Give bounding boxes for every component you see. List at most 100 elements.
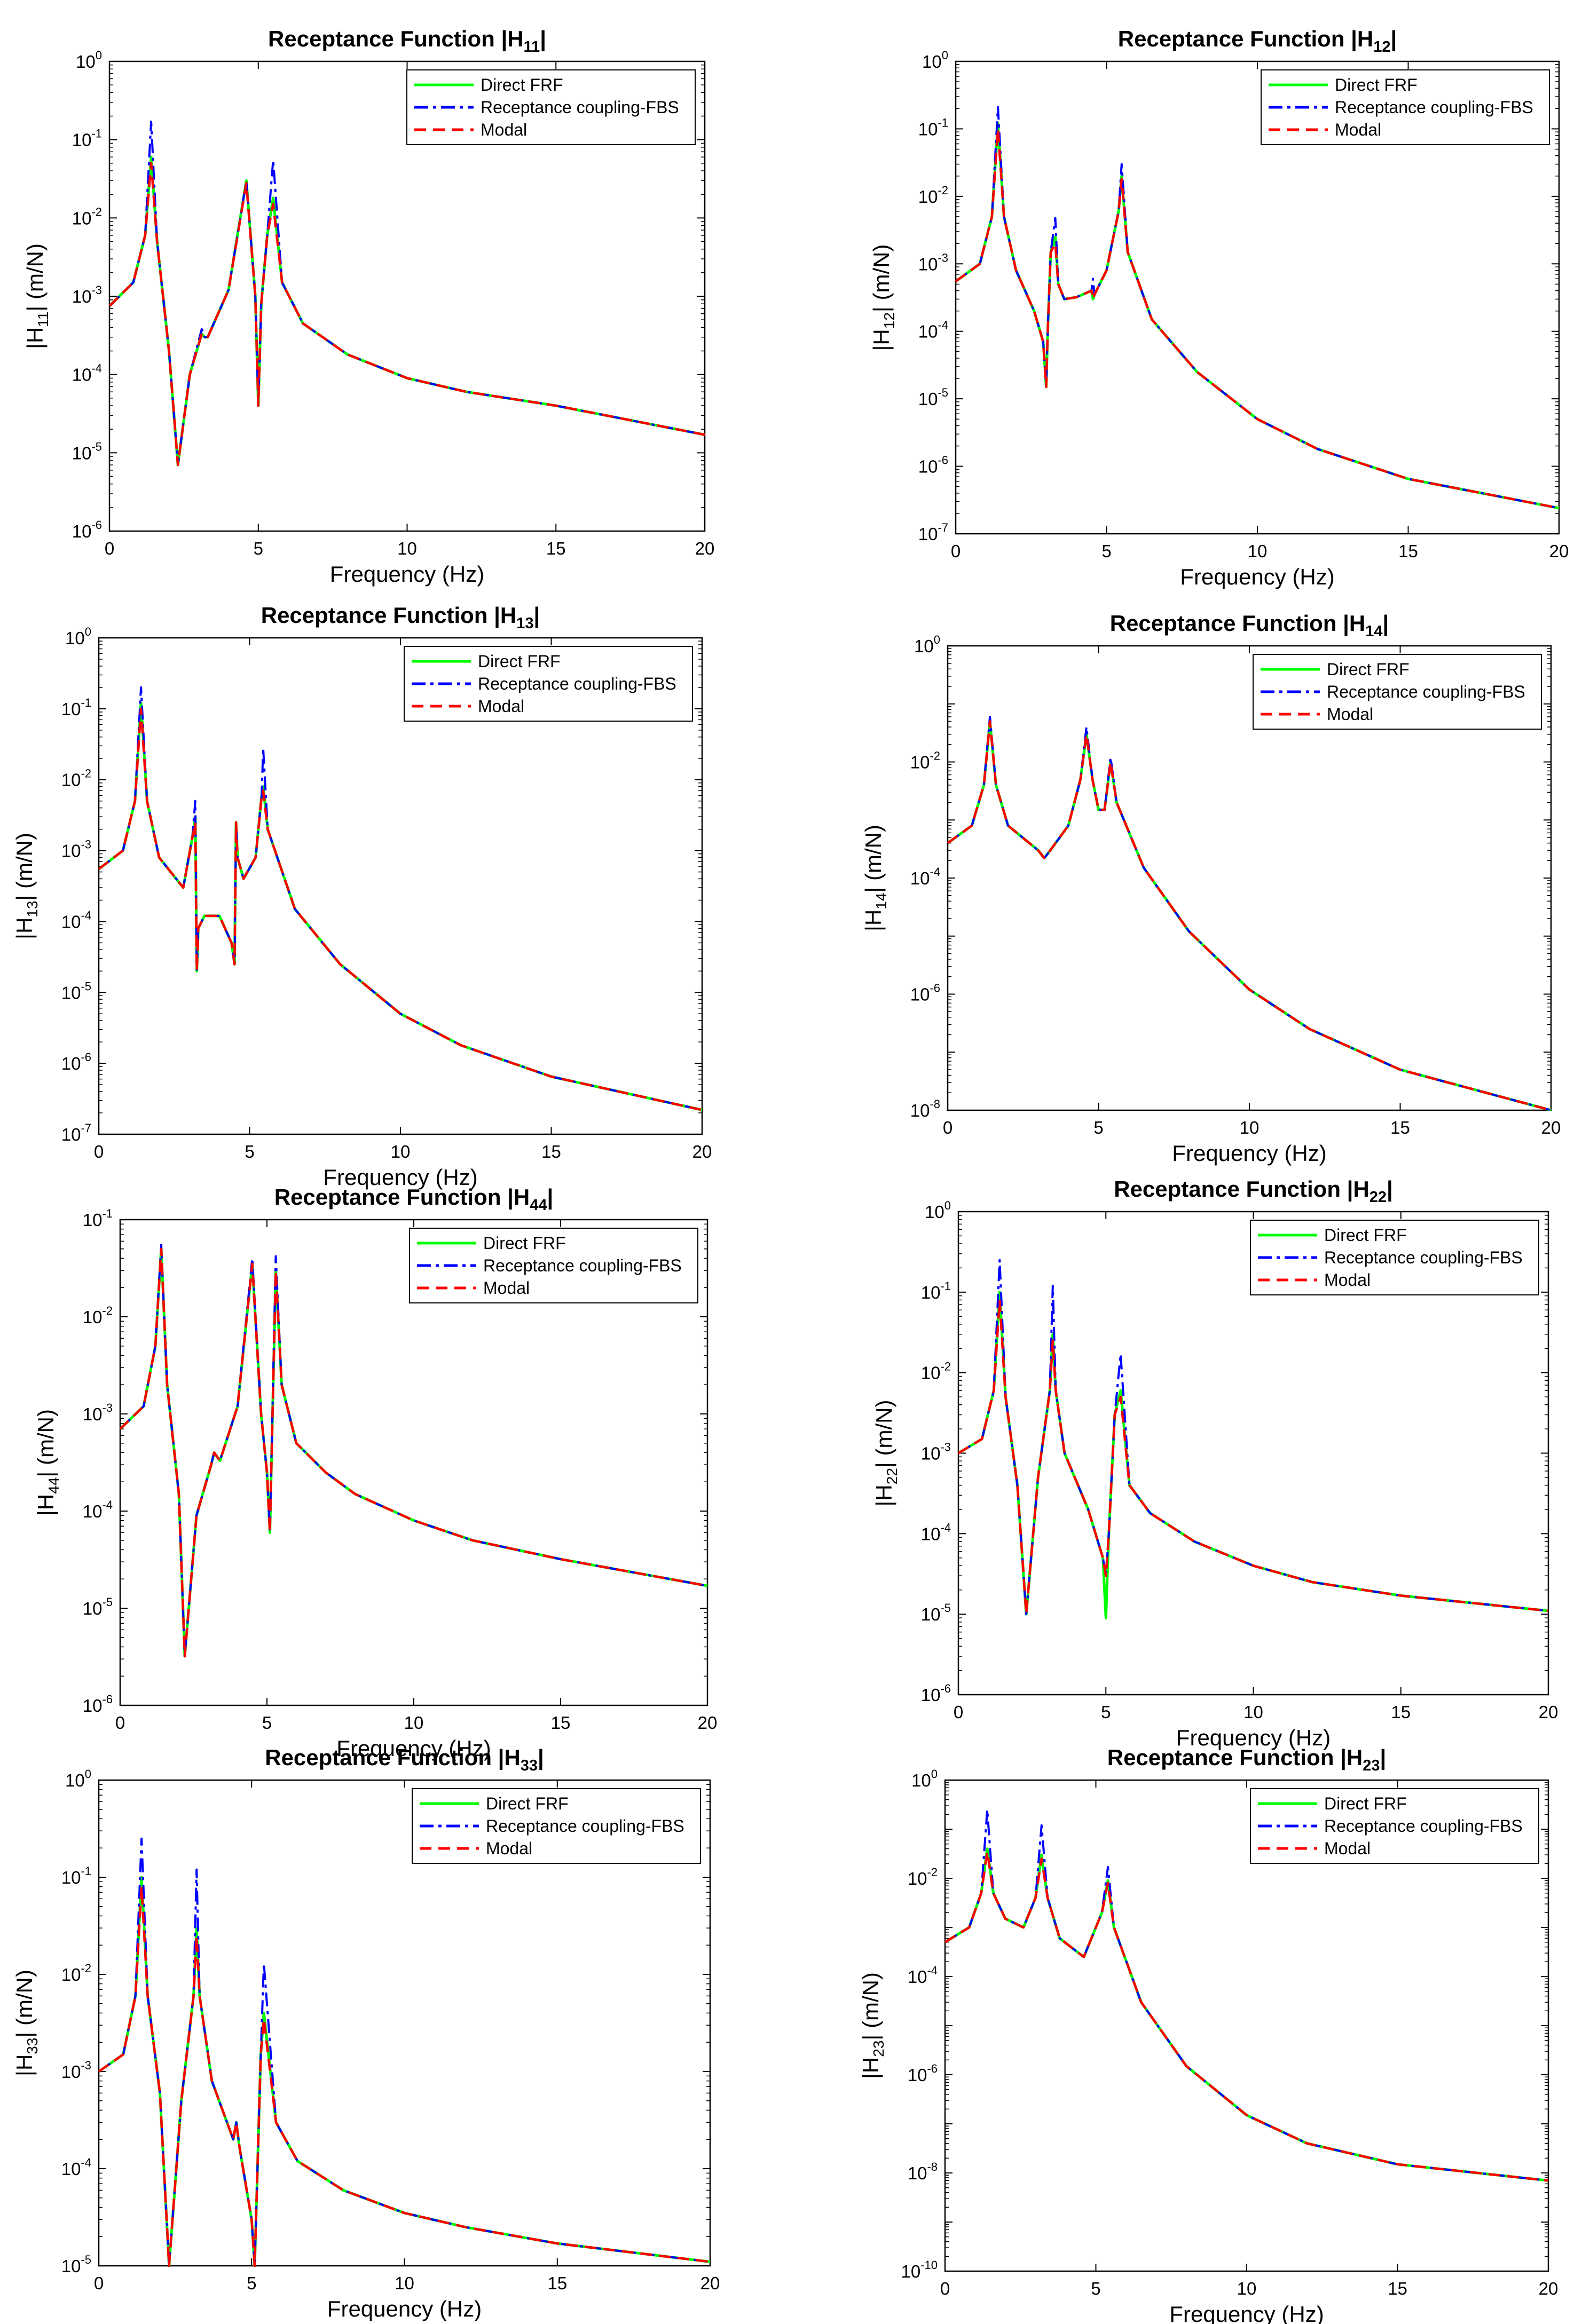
y-tick-label: 10-4 <box>918 319 948 342</box>
x-tick-label: 20 <box>700 2273 720 2293</box>
series-line-modal <box>944 1850 1549 2182</box>
legend-label: Direct FRF <box>1324 1226 1407 1245</box>
legend-label: Modal <box>1327 705 1373 724</box>
x-tick-label: 0 <box>94 1142 104 1161</box>
legend: Direct FRF Receptance coupling-FBS Modal <box>409 1228 698 1303</box>
x-tick-label: 10 <box>1237 2279 1257 2298</box>
chart-panel-3: 0 5 10 15 20 100 10-1 10-2 10-3 10-4 10-5 10-6 10-7 D… <box>12 603 712 1190</box>
y-tick-label: 10-2 <box>61 767 91 790</box>
x-axis-label: Frequency (Hz) <box>323 1165 477 1190</box>
y-tick-label: 10-6 <box>918 454 948 477</box>
x-tick-label: 15 <box>547 2273 567 2293</box>
chart-title: Receptance Function |H44| <box>274 1184 554 1214</box>
legend-label: Receptance coupling-FBS <box>481 98 679 117</box>
y-tick-label: 10-7 <box>918 521 948 544</box>
y-tick-label: 10-3 <box>918 251 948 274</box>
series-line-modal <box>98 707 703 1111</box>
y-tick-label: 10-1 <box>921 1279 951 1302</box>
y-tick-label: 10-6 <box>910 982 940 1005</box>
x-axis-label: Frequency (Hz) <box>336 1736 491 1761</box>
legend-label: Receptance coupling-FBS <box>1335 98 1533 117</box>
x-axis-label: Frequency (Hz) <box>330 562 484 587</box>
legend-label: Modal <box>1335 120 1381 139</box>
x-tick-label: 15 <box>1388 2279 1407 2298</box>
y-tick-label: 10-8 <box>908 2160 938 2183</box>
legend-box <box>1253 654 1542 730</box>
legend-label: Receptance coupling-FBS <box>1324 1248 1523 1267</box>
x-tick-label: 15 <box>546 539 566 558</box>
x-tick-label: 20 <box>1541 1118 1561 1137</box>
y-axis-label: |H44| (m/N) <box>33 1409 62 1516</box>
y-tick-label: 10-4 <box>72 362 102 385</box>
y-tick-label: 10-4 <box>921 1521 951 1544</box>
x-tick-label: 0 <box>115 1713 125 1733</box>
chart-panel-1: 0 5 10 15 20 100 10-1 10-2 10-3 10-4 10-5 10-6 Direc… <box>22 26 714 587</box>
legend-label: Receptance coupling-FBS <box>483 1256 682 1275</box>
x-tick-label: 0 <box>940 2279 950 2298</box>
legend: Direct FRF Receptance coupling-FBS Modal <box>1253 654 1542 730</box>
y-tick-label: 10-2 <box>61 1962 91 1985</box>
legend: Direct FRF Receptance coupling-FBS Modal <box>1250 1788 1539 1864</box>
x-tick-label: 20 <box>1539 2279 1558 2298</box>
y-tick-label: 10-2 <box>83 1304 113 1327</box>
y-tick-label: 10-1 <box>83 1207 113 1230</box>
x-tick-label: 5 <box>1091 2279 1100 2298</box>
y-tick-label: 10-1 <box>918 116 948 139</box>
y-axis-label: |H12| (m/N) <box>869 244 898 351</box>
chart-title: Receptance Function |H22| <box>1114 1176 1393 1206</box>
series-line-modal <box>947 720 1552 1112</box>
legend-label: Receptance coupling-FBS <box>1324 1816 1523 1836</box>
x-tick-label: 5 <box>245 1142 254 1161</box>
legend-label: Direct FRF <box>481 75 563 94</box>
series-line-receptance-coupling-fbs <box>957 1259 1549 1616</box>
legend-label: Modal <box>481 120 527 139</box>
y-tick-label: 10-2 <box>921 1360 951 1383</box>
x-tick-label: 0 <box>954 1702 963 1722</box>
y-tick-label: 10-2 <box>72 205 102 228</box>
x-tick-label: 15 <box>1390 1118 1410 1137</box>
x-axis-label: Frequency (Hz) <box>1172 1141 1326 1166</box>
x-tick-label: 0 <box>951 541 961 561</box>
y-tick-label: 10-6 <box>921 1682 951 1705</box>
series-line-receptance-coupling-fbs <box>944 1808 1549 2182</box>
y-tick-label: 10-5 <box>918 386 948 409</box>
legend-label: Receptance coupling-FBS <box>486 1816 684 1836</box>
chart-title: Receptance Function |H12| <box>1118 26 1397 56</box>
x-tick-label: 20 <box>698 1713 718 1733</box>
y-axis-label: |H11| (m/N) <box>22 243 51 349</box>
x-tick-label: 5 <box>1101 1702 1111 1722</box>
legend: Direct FRF Receptance coupling-FBS Modal <box>404 646 693 722</box>
legend: Direct FRF Receptance coupling-FBS Modal <box>1261 69 1550 145</box>
y-tick-label: 10-6 <box>908 2062 938 2085</box>
chart-title: Receptance Function |H23| <box>1107 1745 1387 1774</box>
y-tick-label: 10-1 <box>61 1864 91 1887</box>
y-tick-label: 100 <box>65 625 91 648</box>
legend-label: Modal <box>1324 1839 1371 1858</box>
y-axis-label: |H33| (m/N) <box>12 1970 41 2076</box>
y-tick-label: 100 <box>914 633 940 656</box>
y-axis-label: |H23| (m/N) <box>858 1972 887 2079</box>
chart-panel-6: 0 5 10 15 20 100 10-1 10-2 10-3 10-4 10-5 10-6 Direc… <box>871 1176 1558 1750</box>
y-tick-label: 10-6 <box>72 518 102 541</box>
legend-label: Direct FRF <box>1327 660 1410 679</box>
y-tick-label: 10-4 <box>83 1498 113 1521</box>
legend-label: Modal <box>1324 1270 1371 1290</box>
chart-title: Receptance Function |H33| <box>265 1745 544 1774</box>
y-tick-label: 10-4 <box>61 2156 91 2179</box>
chart-panel-2: 0 5 10 15 20 100 10-1 10-2 10-3 10-4 10-5 10-6 10-7 D… <box>869 26 1569 589</box>
series-line-modal <box>108 162 705 467</box>
legend-label: Direct FRF <box>486 1794 569 1813</box>
legend-label: Direct FRF <box>483 1234 566 1253</box>
legend-label: Modal <box>486 1839 532 1858</box>
x-tick-label: 10 <box>1248 541 1268 561</box>
y-tick-label: 10-3 <box>61 2059 91 2082</box>
legend-label: Modal <box>478 697 524 716</box>
y-tick-label: 10-4 <box>908 1964 938 1987</box>
x-tick-label: 10 <box>1240 1118 1260 1137</box>
y-tick-label: 10-5 <box>61 2253 91 2276</box>
y-tick-label: 10-5 <box>921 1601 951 1624</box>
y-tick-label: 10-4 <box>910 865 940 888</box>
y-tick-label: 10-5 <box>61 979 91 1002</box>
y-axis-label: |H22| (m/N) <box>871 1400 900 1507</box>
y-tick-label: 10-1 <box>72 127 102 150</box>
